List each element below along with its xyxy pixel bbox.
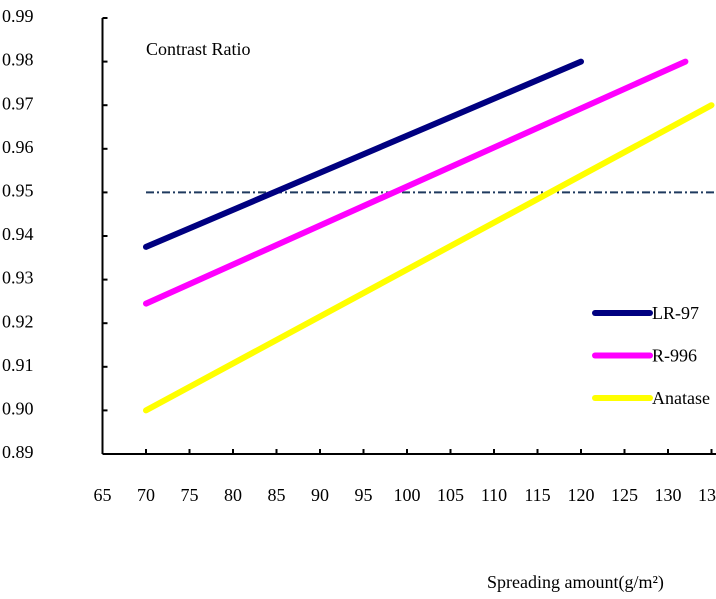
x-tick-label: 135 bbox=[698, 485, 716, 505]
x-tick-label: 115 bbox=[524, 485, 550, 505]
y-tick-label: 0.91 bbox=[2, 355, 34, 375]
x-tick-label: 85 bbox=[268, 485, 286, 505]
legend-label: R-996 bbox=[652, 346, 697, 366]
series-line bbox=[143, 58, 584, 250]
y-tick-label: 0.99 bbox=[2, 6, 34, 26]
x-tick-label: 110 bbox=[481, 485, 507, 505]
x-tick-label: 75 bbox=[181, 485, 199, 505]
x-tick-label: 100 bbox=[394, 485, 421, 505]
x-axis-label: Spreading amount(g/m²) bbox=[487, 572, 664, 593]
x-tick-label: 95 bbox=[355, 485, 373, 505]
y-tick-label: 0.94 bbox=[2, 224, 34, 244]
y-tick-label: 0.96 bbox=[2, 137, 34, 157]
y-tick-label: 0.95 bbox=[2, 181, 34, 201]
x-tick-label: 70 bbox=[137, 485, 155, 505]
x-tick-label: 120 bbox=[568, 485, 595, 505]
y-tick-label: 0.89 bbox=[2, 442, 34, 462]
x-tick-label: 90 bbox=[311, 485, 329, 505]
x-tick-label: 65 bbox=[94, 485, 112, 505]
x-tick-label: 125 bbox=[611, 485, 638, 505]
chart-title: Contrast Ratio bbox=[146, 39, 251, 59]
y-tick-label: 0.92 bbox=[2, 311, 34, 331]
y-tick-label: 0.98 bbox=[2, 50, 34, 70]
series-line bbox=[143, 102, 715, 414]
x-tick-label: 80 bbox=[224, 485, 242, 505]
y-tick-label: 0.93 bbox=[2, 268, 34, 288]
legend-label: Anatase bbox=[652, 388, 710, 408]
y-tick-label: 0.97 bbox=[2, 93, 34, 113]
x-tick-label: 105 bbox=[437, 485, 464, 505]
y-tick-label: 0.90 bbox=[2, 399, 34, 419]
series-line bbox=[143, 58, 689, 307]
x-tick-label: 130 bbox=[655, 485, 682, 505]
legend-label: LR-97 bbox=[652, 303, 699, 323]
